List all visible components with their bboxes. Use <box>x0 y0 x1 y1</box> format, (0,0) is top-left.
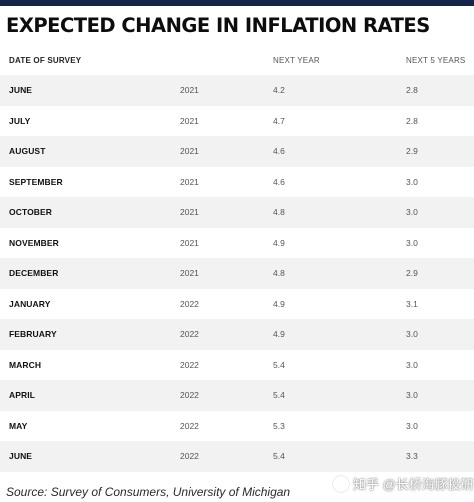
table-row: JANUARY 2022 4.9 3.1 <box>0 289 474 320</box>
watermark-text: 知乎 @长桥海豚投研 <box>353 477 474 492</box>
row-next-year-value: 5.4 <box>273 390 285 401</box>
row-month: AUGUST <box>9 146 46 157</box>
table-row: JULY 2021 4.7 2.8 <box>0 106 474 137</box>
row-next-year-value: 5.4 <box>273 451 285 462</box>
row-month: OCTOBER <box>9 207 53 218</box>
row-year: 2021 <box>180 268 199 279</box>
table-row: AUGUST 2021 4.6 2.9 <box>0 136 474 167</box>
row-next-year-value: 4.6 <box>273 146 285 157</box>
inflation-table: DATE OF SURVEY NEXT YEAR NEXT 5 YEARS JU… <box>0 45 474 472</box>
row-month: JULY <box>9 115 31 126</box>
row-next-year-value: 5.4 <box>273 359 285 370</box>
table-body: JUNE 2021 4.2 2.8 JULY 2021 4.7 2.8 AUGUST 2021 4.… <box>0 75 474 472</box>
row-next-5-years-value: 3.3 <box>406 451 418 462</box>
row-next-5-years-value: 3.0 <box>406 207 418 218</box>
row-month: JANUARY <box>9 298 51 309</box>
table-row: NOVEMBER 2021 4.9 3.0 <box>0 228 474 259</box>
row-year: 2022 <box>180 420 199 431</box>
row-next-year-value: 4.9 <box>273 329 285 340</box>
top-rule <box>0 0 474 6</box>
row-next-5-years-value: 3.1 <box>406 298 418 309</box>
row-next-5-years-value: 3.0 <box>406 237 418 248</box>
row-year: 2021 <box>180 237 199 248</box>
row-next-year-value: 4.9 <box>273 298 285 309</box>
row-year: 2022 <box>180 298 199 309</box>
row-year: 2021 <box>180 176 199 187</box>
row-month: MARCH <box>9 359 42 370</box>
row-next-year-value: 4.6 <box>273 176 285 187</box>
row-next-5-years-value: 2.9 <box>406 146 418 157</box>
row-year: 2022 <box>180 390 199 401</box>
row-year: 2021 <box>180 85 199 96</box>
table-row: APRIL 2022 5.4 3.0 <box>0 380 474 411</box>
row-month: APRIL <box>9 390 35 401</box>
row-year: 2022 <box>180 359 199 370</box>
row-next-5-years-value: 3.0 <box>406 420 418 431</box>
table-row: SEPTEMBER 2021 4.6 3.0 <box>0 167 474 198</box>
table-row: JUNE 2022 5.4 3.3 <box>0 441 474 472</box>
row-year: 2021 <box>180 115 199 126</box>
column-header-date-of-survey: DATE OF SURVEY <box>9 55 82 65</box>
row-next-year-value: 4.2 <box>273 85 285 96</box>
row-next-5-years-value: 3.0 <box>406 329 418 340</box>
column-header-next-year: NEXT YEAR <box>273 55 320 65</box>
row-year: 2022 <box>180 329 199 340</box>
row-month: FEBRUARY <box>9 329 57 340</box>
watermark: 知乎 @长桥海豚投研 <box>333 474 474 493</box>
row-year: 2021 <box>180 207 199 218</box>
row-month: SEPTEMBER <box>9 176 63 187</box>
table-row: MAY 2022 5.3 3.0 <box>0 411 474 442</box>
table-row: JUNE 2021 4.2 2.8 <box>0 75 474 106</box>
row-year: 2021 <box>180 146 199 157</box>
table-row: DECEMBER 2021 4.8 2.9 <box>0 258 474 289</box>
row-next-year-value: 4.9 <box>273 237 285 248</box>
row-month: DECEMBER <box>9 268 59 279</box>
row-next-5-years-value: 2.8 <box>406 115 418 126</box>
source-note: Source: Survey of Consumers, University … <box>6 485 291 499</box>
row-year: 2022 <box>180 451 199 462</box>
table-header: DATE OF SURVEY NEXT YEAR NEXT 5 YEARS <box>0 45 474 75</box>
row-next-year-value: 4.8 <box>273 268 285 279</box>
row-month: JUNE <box>9 85 33 96</box>
row-next-year-value: 4.7 <box>273 115 285 126</box>
column-header-next-5-years: NEXT 5 YEARS <box>406 55 466 65</box>
table-row: MARCH 2022 5.4 3.0 <box>0 350 474 381</box>
table-row: FEBRUARY 2022 4.9 3.0 <box>0 319 474 350</box>
row-month: JUNE <box>9 451 33 462</box>
row-next-5-years-value: 2.9 <box>406 268 418 279</box>
row-next-5-years-value: 2.8 <box>406 85 418 96</box>
watermark-logo-icon <box>333 475 349 492</box>
row-next-year-value: 4.8 <box>273 207 285 218</box>
row-next-5-years-value: 3.0 <box>406 390 418 401</box>
row-next-year-value: 5.3 <box>273 420 285 431</box>
row-next-5-years-value: 3.0 <box>406 359 418 370</box>
row-next-5-years-value: 3.0 <box>406 176 418 187</box>
table-row: OCTOBER 2021 4.8 3.0 <box>0 197 474 228</box>
chart-title: EXPECTED CHANGE IN INFLATION RATES <box>6 14 430 37</box>
row-month: NOVEMBER <box>9 237 59 248</box>
row-month: MAY <box>9 420 28 431</box>
